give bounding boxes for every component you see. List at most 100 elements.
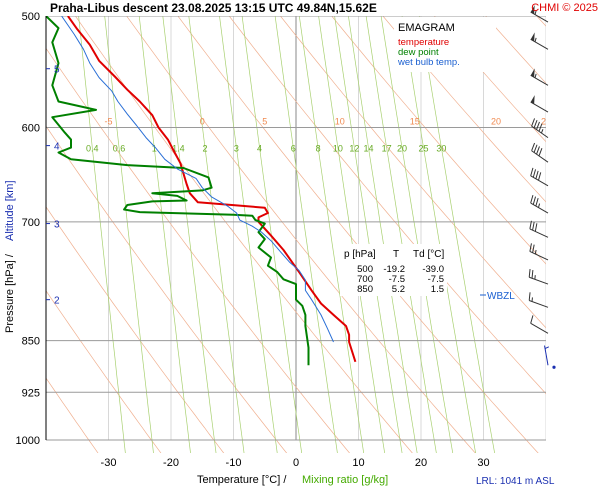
wind-barb-flag: [532, 221, 535, 231]
table-cell: -7.5: [428, 274, 444, 285]
wind-barb: [528, 292, 549, 308]
pressure-tick-label: 600: [22, 123, 40, 135]
legend-item-dew-point: dew point: [398, 47, 439, 58]
dry-adiabat-label: 24: [585, 117, 595, 127]
table-cell: -39.0: [422, 264, 444, 275]
dry-adiabat-line: [561, 0, 600, 470]
table-header-td: Td [°C]: [413, 249, 444, 260]
pressure-tick-label: 500: [22, 11, 40, 23]
table-header-p: p [hPa]: [344, 249, 376, 260]
copyright-label: CHMI © 2025: [531, 2, 598, 14]
legend: EMAGRAM temperature dew point wet bulb t…: [394, 17, 496, 72]
mixing-ratio-line: [334, 16, 403, 453]
mixing-ratio-label: 12: [349, 144, 359, 154]
wind-barb: [544, 345, 556, 369]
wind-barb-half-flag: [534, 73, 537, 78]
legend-box: [394, 17, 496, 72]
wind-barb: [528, 268, 549, 285]
mixing-ratio-label: 14: [363, 144, 373, 154]
mixing-ratio-label: 4: [257, 144, 262, 154]
dry-adiabat-line: [46, 47, 350, 453]
wind-barb-flag: [528, 292, 531, 301]
mixing-ratio-line: [138, 16, 191, 453]
x-tick-label: 20: [415, 457, 427, 469]
wind-barb-half-flag: [534, 37, 537, 42]
mixing-ratio-label: 25: [418, 144, 428, 154]
dry-adiabat-label: 10: [335, 117, 345, 127]
wind-barb-flag: [530, 315, 534, 324]
pressure-tick-label: 925: [22, 387, 40, 399]
wind-barb-flag: [533, 144, 538, 153]
mixing-ratio-line: [365, 16, 437, 453]
table-cell: -7.5: [389, 274, 405, 285]
altitude-tick-label: 3: [54, 220, 60, 231]
wind-barb: [530, 32, 549, 50]
mixing-ratio-line: [298, 16, 365, 453]
mixing-ratio-label: 3: [234, 144, 239, 154]
wind-barb-staff: [529, 276, 549, 285]
sounding-table: p [hPa] T Td [°C] 500 -19.2 -39.0 700 -7…: [340, 244, 447, 296]
wind-barb-flag: [532, 196, 537, 205]
mixing-ratio-line: [188, 16, 245, 453]
mixing-ratio-label: 10: [333, 144, 343, 154]
legend-item-wet-bulb: wet bulb temp.: [397, 57, 460, 68]
wind-barb: [530, 95, 549, 113]
x-tick-label: 30: [477, 457, 489, 469]
mixing-ratio-label: 2: [203, 144, 208, 154]
mixing-ratio-line: [162, 16, 217, 453]
x-axis-label-mixing: Mixing ratio [g/kg]: [302, 474, 388, 486]
dry-adiabat-line: [279, 16, 546, 329]
y-axis-label: Pressure [hPa] /: [4, 253, 16, 333]
dry-adiabat-line: [382, 16, 546, 203]
mixing-ratio-line: [274, 16, 338, 453]
wind-barb-flag: [534, 223, 538, 232]
dry-adiabat-label: 20: [491, 117, 501, 127]
wind-barb: [530, 167, 549, 187]
wind-barb-staff: [530, 322, 549, 334]
wind-barb-staff: [531, 125, 549, 139]
altitude-tick-label: 2: [54, 296, 60, 307]
wind-barb-flag: [532, 169, 537, 178]
mixing-ratio-label: 17: [382, 144, 392, 154]
wbzl-label: WBZL: [487, 291, 515, 302]
wind-barb: [531, 118, 549, 139]
wind-barb-flag: [528, 268, 531, 278]
mixing-ratio-label: 6: [291, 144, 296, 154]
wind-barb: [529, 243, 549, 261]
wind-barb-flag: [529, 243, 532, 252]
dry-adiabat-label: -5: [104, 117, 112, 127]
table-box: [340, 244, 447, 296]
dry-adiabat-line: [74, 16, 413, 453]
table-cell: 700: [357, 274, 373, 285]
dry-adiabat-line: [46, 290, 162, 453]
mixing-ratio-line: [241, 16, 303, 453]
lrl-label: LRL: 1041 m ASL: [476, 476, 555, 487]
wind-barb-staff: [531, 150, 549, 163]
mixing-ratio-line: [104, 16, 154, 453]
table-cell: 1.5: [431, 284, 444, 295]
dry-adiabat-line: [46, 125, 288, 453]
mixing-ratio-label: 1.4: [172, 144, 185, 154]
pressure-tick-label: 700: [22, 217, 40, 229]
series-line-dew-point: [46, 16, 310, 366]
wind-barb-pennant: [530, 5, 535, 15]
dry-adiabat-label: 0: [200, 117, 205, 127]
wind-barb-half-flag: [544, 346, 550, 349]
wind-barb-staff: [529, 251, 549, 261]
dry-adiabat-line: [177, 16, 539, 453]
x-tick-label: -20: [163, 457, 179, 469]
wind-barb: [530, 68, 549, 86]
wind-barb-pennant: [530, 95, 535, 105]
mixing-ratio-line: [380, 16, 454, 453]
table-cell: -19.2: [383, 264, 405, 275]
wind-barb: [531, 142, 549, 163]
wind-barb: [529, 220, 549, 238]
wind-barb: [530, 315, 549, 334]
dry-adiabat-line: [46, 206, 225, 453]
mixing-ratio-line: [219, 16, 278, 453]
legend-title: EMAGRAM: [398, 22, 455, 34]
legend-item-temperature: temperature: [398, 37, 449, 48]
wind-barb-flag: [533, 120, 538, 129]
wind-barb-flag: [529, 220, 532, 229]
altitude-tick-label: 4: [54, 142, 60, 153]
